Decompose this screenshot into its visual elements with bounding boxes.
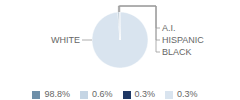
- html-text:0.3%: 0.3%: [177, 89, 198, 99]
- html-text:0.3%: 0.3%: [134, 89, 155, 99]
- svg-text:A.I.: A.I.: [162, 23, 176, 33]
- html-text:98.8%: 98.8%: [44, 89, 70, 99]
- svg-text:HISPANIC: HISPANIC: [162, 35, 204, 45]
- svg-text:WHITE: WHITE: [51, 35, 80, 45]
- html-text:0.6%: 0.6%: [92, 89, 113, 99]
- svg-text:BLACK: BLACK: [162, 47, 192, 57]
